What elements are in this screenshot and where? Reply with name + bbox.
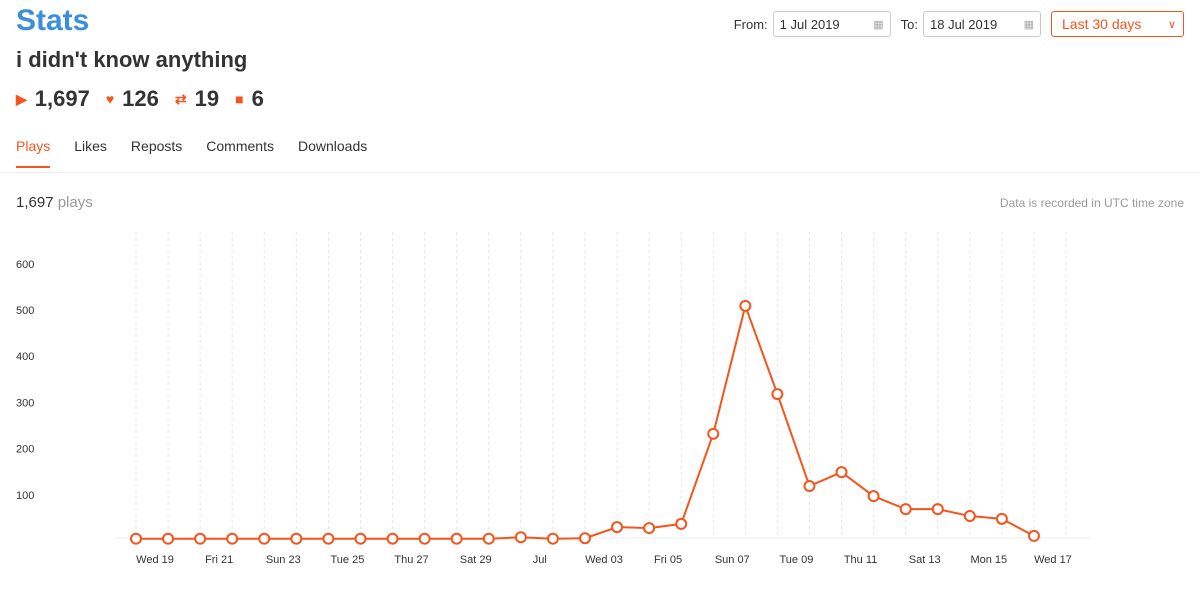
- range-value: Last 30 days: [1062, 16, 1142, 32]
- to-label: To:: [900, 16, 918, 32]
- data-point: [194, 532, 207, 545]
- stats-tabs: Plays Likes Reposts Comments Downloads: [16, 138, 391, 168]
- to-date-input[interactable]: 18 Jul 2019 ▦: [923, 11, 1041, 37]
- x-tick-label: Sat 29: [460, 554, 492, 566]
- track-title: i didn't know anything: [16, 47, 248, 72]
- chevron-down-icon: ∨: [1167, 18, 1176, 31]
- from-date-value: 1 Jul 2019: [779, 16, 840, 32]
- tab-plays[interactable]: Plays: [16, 138, 51, 168]
- reposts-count: 19: [194, 86, 220, 111]
- repost-icon: ⇄: [174, 90, 187, 107]
- data-point: [546, 532, 559, 545]
- from-label: From:: [733, 16, 768, 32]
- x-tick-label: Fri 21: [205, 554, 233, 566]
- timezone-note: Data is recorded in UTC time zone: [999, 196, 1184, 210]
- x-tick-label: Thu 11: [844, 554, 877, 566]
- data-point: [162, 532, 175, 545]
- page-title: Stats: [16, 4, 90, 37]
- data-point: [611, 521, 624, 534]
- play-icon: ▶: [16, 90, 27, 107]
- data-point: [322, 532, 335, 545]
- data-point: [643, 522, 656, 535]
- data-point: [258, 532, 271, 545]
- y-tick-label: 500: [16, 305, 34, 317]
- data-point: [835, 466, 848, 479]
- x-tick-label: Wed 03: [585, 554, 623, 566]
- data-point: [578, 532, 591, 545]
- heart-icon: ♥: [105, 91, 115, 107]
- data-point: [514, 531, 527, 544]
- x-tick-label: Tue 09: [779, 554, 813, 566]
- y-tick-label: 400: [16, 351, 34, 363]
- data-point: [1027, 529, 1040, 542]
- likes-count: 126: [122, 86, 159, 111]
- total-unit: plays: [57, 194, 93, 211]
- plays-count: 1,697: [34, 86, 90, 111]
- x-tick-label: Mon 15: [970, 554, 1007, 566]
- y-tick-label: 200: [16, 444, 34, 456]
- comment-icon: ■: [235, 91, 244, 107]
- y-tick-label: 300: [16, 397, 34, 409]
- y-tick-label: 600: [16, 259, 34, 271]
- x-tick-label: Wed 19: [136, 554, 174, 566]
- data-point: [963, 510, 976, 523]
- data-point: [386, 532, 399, 545]
- tab-downloads[interactable]: Downloads: [297, 138, 368, 154]
- x-tick-label: Tue 25: [330, 554, 364, 566]
- y-tick-label: 100: [16, 490, 34, 502]
- track-counts: ▶ 1,697 ♥ 126 ⇄ 19 ■ 6: [16, 86, 280, 112]
- data-point: [354, 532, 367, 545]
- data-point: [675, 517, 688, 530]
- data-point: [931, 503, 944, 516]
- data-point: [418, 532, 431, 545]
- x-tick-label: Sun 23: [266, 554, 301, 566]
- data-point: [803, 480, 816, 493]
- tab-reposts[interactable]: Reposts: [130, 138, 183, 154]
- x-tick-label: Sat 13: [909, 554, 941, 566]
- data-point: [707, 427, 720, 440]
- x-tick-label: Jul: [533, 554, 547, 566]
- x-tick-label: Fri 05: [654, 554, 682, 566]
- data-point: [450, 532, 463, 545]
- data-point: [130, 532, 142, 545]
- data-point: [482, 532, 495, 545]
- tab-likes[interactable]: Likes: [74, 138, 107, 154]
- tab-comments[interactable]: Comments: [206, 138, 274, 154]
- x-tick-label: Sun 07: [715, 554, 750, 566]
- comments-count: 6: [251, 86, 264, 111]
- date-range: From: 1 Jul 2019 ▦ To: 18 Jul 2019 ▦ Last …: [734, 11, 1184, 37]
- to-date-value: 18 Jul 2019: [930, 16, 998, 32]
- range-select[interactable]: Last 30 days ∨: [1051, 11, 1184, 37]
- data-point: [867, 490, 880, 503]
- calendar-icon[interactable]: ▦: [873, 18, 884, 31]
- data-point: [290, 532, 303, 545]
- x-tick-label: Thu 27: [394, 554, 428, 566]
- from-date-input[interactable]: 1 Jul 2019 ▦: [772, 11, 891, 37]
- plays-total: 1,697 plays: [16, 194, 93, 211]
- x-tick-label: Wed 17: [1034, 554, 1072, 566]
- data-point: [995, 512, 1008, 525]
- data-point: [226, 532, 239, 545]
- total-value: 1,697: [16, 194, 54, 211]
- data-point: [739, 299, 752, 312]
- data-point: [771, 388, 784, 401]
- calendar-icon[interactable]: ▦: [1023, 18, 1034, 31]
- data-point: [899, 503, 912, 516]
- divider: [0, 172, 1200, 173]
